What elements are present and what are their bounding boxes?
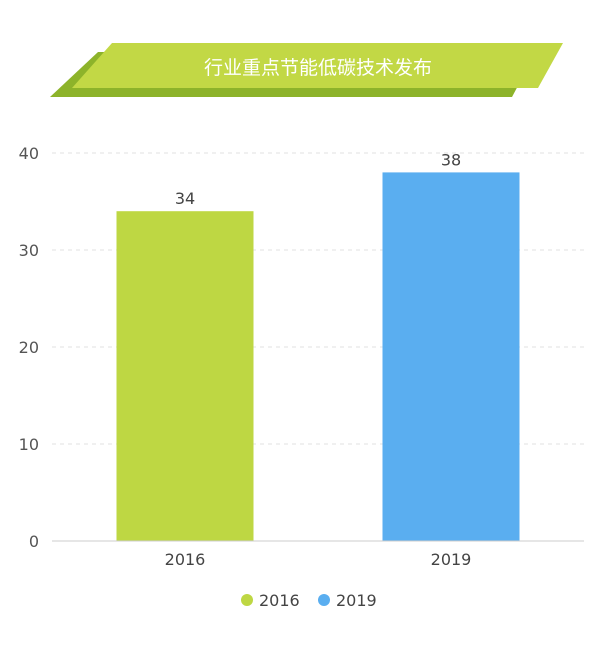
data-label-2019: 38 bbox=[441, 150, 461, 169]
chart-title: 行业重点节能低碳技术发布 bbox=[204, 57, 432, 79]
y-tick-label: 20 bbox=[19, 338, 39, 357]
y-tick-label: 10 bbox=[19, 435, 39, 454]
x-tick-label: 2016 bbox=[165, 550, 206, 569]
x-axis: 2016 2019 bbox=[52, 540, 584, 569]
y-axis-ticks: 0 10 20 30 40 bbox=[19, 144, 39, 551]
legend-item-2019: 2019 bbox=[318, 591, 377, 610]
title-banner-face bbox=[72, 43, 563, 88]
y-tick-label: 40 bbox=[19, 144, 39, 163]
x-tick-label: 2019 bbox=[431, 550, 472, 569]
bars: 34 38 bbox=[116, 150, 520, 541]
legend-swatch bbox=[318, 594, 330, 606]
y-tick-label: 0 bbox=[29, 532, 39, 551]
legend-label: 2016 bbox=[259, 591, 300, 610]
title-banner: 行业重点节能低碳技术发布 bbox=[50, 43, 563, 97]
legend-item-2016: 2016 bbox=[241, 591, 300, 610]
legend: 2016 2019 bbox=[241, 591, 377, 610]
bar-2019 bbox=[382, 172, 520, 541]
y-tick-label: 30 bbox=[19, 241, 39, 260]
data-label-2016: 34 bbox=[175, 189, 195, 208]
bar-2016 bbox=[116, 211, 254, 541]
legend-swatch bbox=[241, 594, 253, 606]
legend-label: 2019 bbox=[336, 591, 377, 610]
